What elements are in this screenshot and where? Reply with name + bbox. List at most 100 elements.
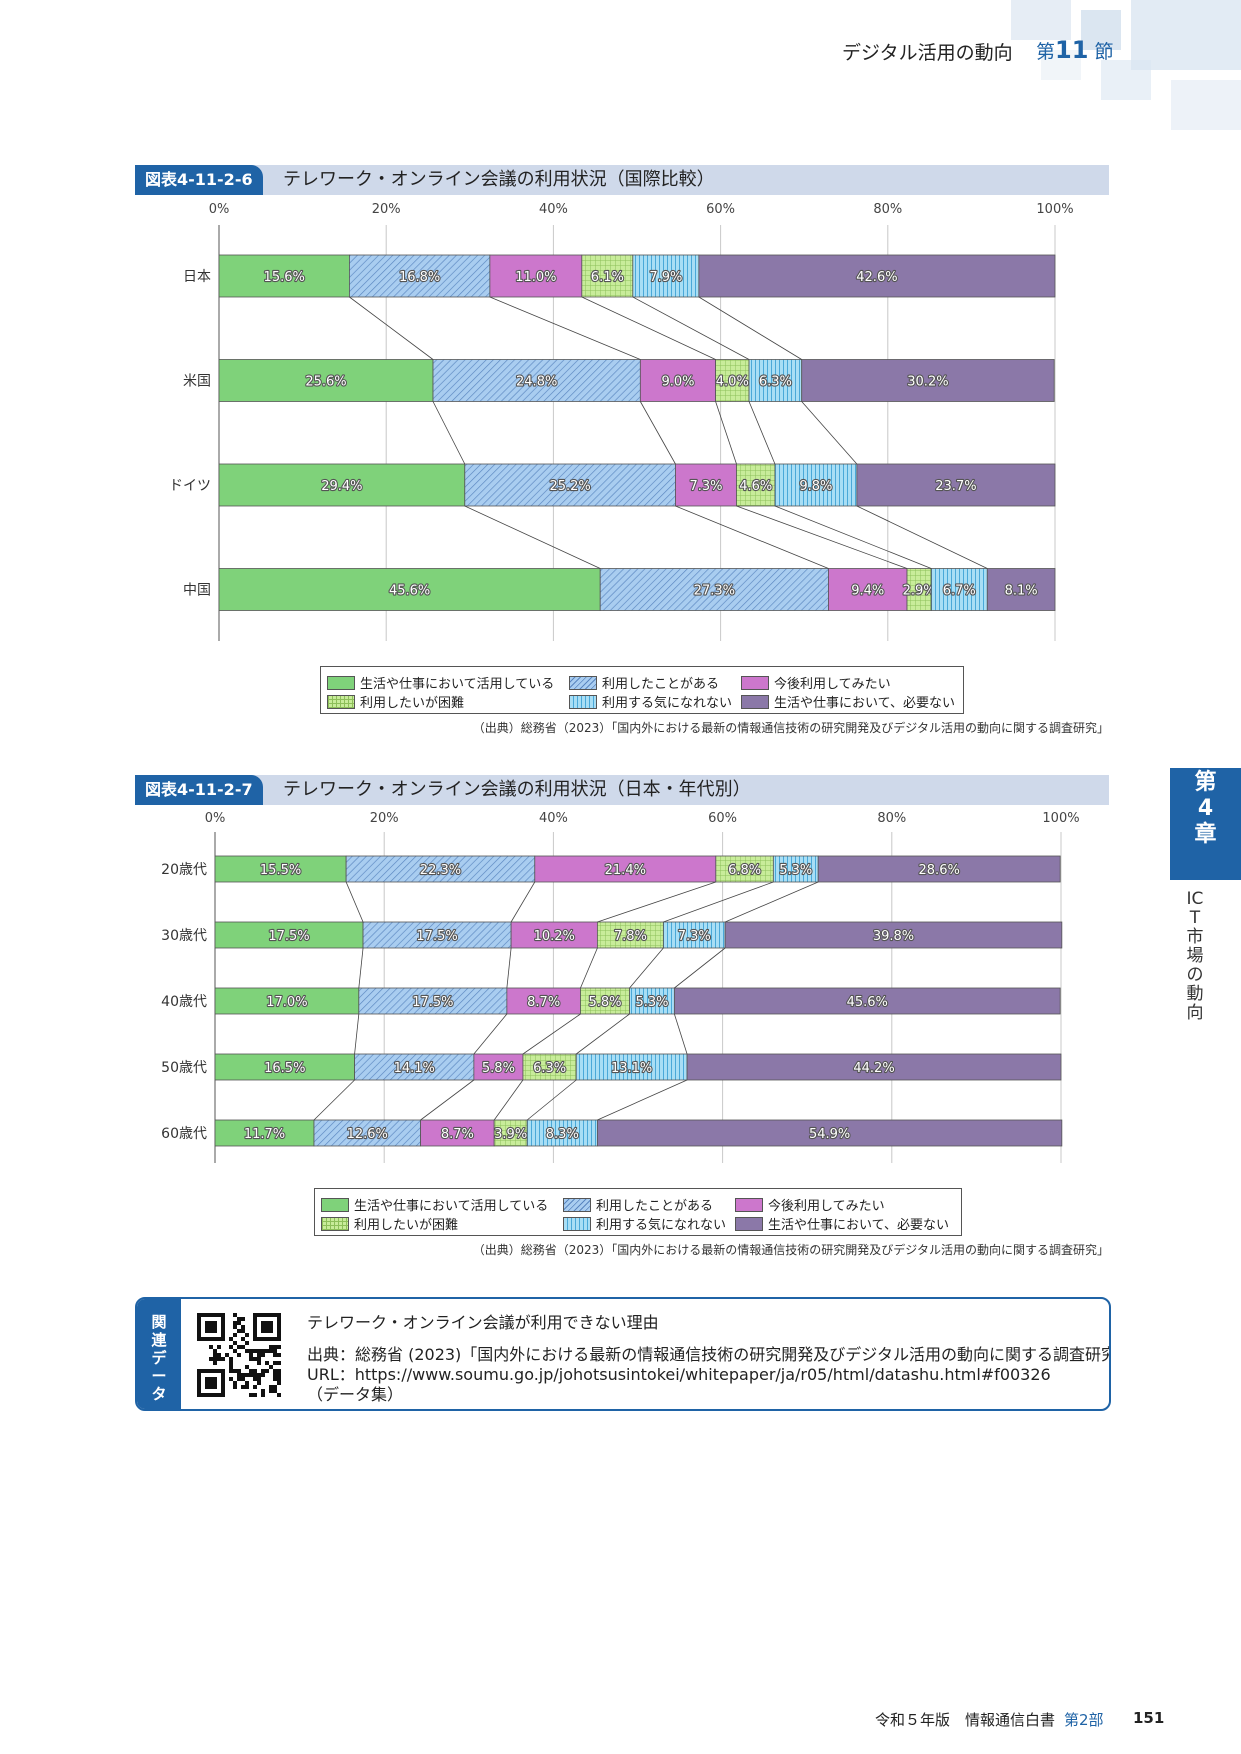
bar-segment [724, 921, 1063, 949]
footer-page: 151 [1133, 1709, 1165, 1727]
data-label: 3.9% [494, 1127, 527, 1142]
data-label: 6.1% [591, 270, 624, 285]
category-label: 60歳代 [161, 1126, 207, 1142]
category-label: 40歳代 [161, 994, 207, 1010]
data-label: 28.6% [919, 863, 960, 878]
figure-2-header: 図表4-11-2-7 テレワーク・オンライン会議の利用状況（日本・年代別） [135, 775, 1109, 805]
legend-item-unwilling: 利用する気になれない [563, 1214, 726, 1233]
related-url[interactable]: URL：https://www.soumu.go.jp/johotsusinto… [307, 1365, 1051, 1384]
data-label: 14.1% [394, 1061, 435, 1076]
bar-segment [218, 254, 350, 298]
data-label: 44.2% [853, 1061, 894, 1076]
connector-line [748, 401, 776, 465]
data-label: 5.3% [779, 863, 812, 878]
data-label: 16.8% [399, 270, 440, 285]
chart-1-legend: 生活や仕事において活用している 利用したことがある 今後利用してみたい 利用した… [320, 666, 964, 714]
data-label: 12.6% [347, 1127, 388, 1142]
header-decoration [981, 0, 1241, 140]
related-data-label: 関連データ [137, 1299, 181, 1409]
data-label: 8.1% [1005, 584, 1038, 599]
data-label: 17.5% [412, 995, 453, 1010]
connector-line [715, 401, 737, 465]
data-label: 54.9% [809, 1127, 850, 1142]
legend-item-want: 今後利用してみたい [735, 1195, 885, 1214]
category-label: 日本 [183, 269, 211, 285]
connector-line [345, 881, 364, 923]
bar-segment [510, 921, 598, 949]
x-tick-label: 0% [209, 202, 230, 217]
qr-code-icon[interactable] [197, 1313, 281, 1397]
connector-line [639, 401, 676, 465]
connector-line [675, 505, 829, 569]
connector-line [349, 296, 434, 360]
bar-segment [580, 987, 630, 1015]
x-tick-label: 100% [1042, 811, 1079, 826]
data-label: 17.5% [268, 929, 309, 944]
connector-line [506, 947, 512, 989]
bar-segment [522, 1053, 577, 1081]
connector-line [576, 1013, 630, 1055]
data-label: 4.6% [739, 479, 772, 494]
data-label: 22.3% [420, 863, 461, 878]
bar-segment [473, 1053, 524, 1081]
bar-segment [218, 463, 466, 507]
connector-line [358, 947, 364, 989]
bar-segment [214, 987, 360, 1015]
legend-item-want: 今後利用してみたい [741, 673, 891, 692]
bar-segment [698, 254, 1056, 298]
data-label: 11.7% [244, 1127, 285, 1142]
chapter-tab: 第 4 章 [1170, 768, 1241, 880]
data-label: 9.0% [661, 375, 694, 390]
legend-item-difficult: 利用したいが困難 [327, 692, 464, 711]
connector-line [313, 1079, 355, 1121]
connector-line [673, 1013, 688, 1055]
data-label: 25.6% [305, 375, 346, 390]
bar-segment [313, 1119, 421, 1147]
bar-segment [774, 463, 858, 507]
legend-item-unneeded: 生活や仕事において、必要ない [735, 1214, 949, 1233]
connector-line [632, 296, 750, 360]
bar-segment [801, 359, 1055, 402]
legend-item-unneeded: 生活や仕事において、必要ない [741, 692, 955, 711]
bar-segment [218, 359, 434, 402]
bar-segment [930, 568, 988, 611]
bar-segment [856, 463, 1056, 507]
data-label: 5.8% [482, 1061, 515, 1076]
chart-2-source: （出典）総務省（2023）「国内外における最新の情報通信技術の研究開発及びデジタ… [472, 1243, 1109, 1257]
connector-line [856, 505, 988, 569]
legend-item-used: 利用したことがある [569, 673, 719, 692]
footer-publication: 令和５年版 情報通信白書 [875, 1711, 1056, 1729]
data-label: 15.6% [264, 270, 305, 285]
header-section: 第11 節 [1036, 36, 1114, 64]
x-tick-label: 20% [372, 202, 401, 217]
footer-part: 第2部 [1064, 1711, 1104, 1729]
x-tick-label: 0% [205, 811, 226, 826]
data-label: 8.7% [441, 1127, 474, 1142]
x-tick-label: 40% [539, 811, 568, 826]
data-label: 25.2% [549, 479, 590, 494]
connector-line [580, 947, 598, 989]
x-tick-label: 60% [706, 202, 735, 217]
legend-item-active: 生活や仕事において活用している [321, 1195, 548, 1214]
data-label: 17.5% [416, 929, 457, 944]
data-label: 24.8% [516, 375, 557, 390]
data-label: 2.9% [903, 584, 936, 599]
x-tick-label: 80% [873, 202, 902, 217]
data-label: 5.3% [635, 995, 668, 1010]
connector-line [420, 1079, 475, 1121]
data-label: 16.5% [264, 1061, 305, 1076]
data-label: 6.3% [533, 1061, 566, 1076]
connector-line [581, 296, 716, 360]
connector-line [663, 881, 774, 923]
x-tick-label: 80% [877, 811, 906, 826]
data-label: 27.3% [694, 584, 735, 599]
bar-segment [673, 987, 1061, 1015]
data-label: 45.6% [389, 584, 430, 599]
connector-line [629, 947, 664, 989]
bar-segment [986, 568, 1056, 611]
bar-segment [362, 921, 512, 949]
connector-line [510, 881, 536, 923]
bar-segment [493, 1119, 528, 1147]
chart-japan-age: 0% 20% 40% 60% 80% 100% 15.5% 22.3% 21.4% 6.8% 5.3… [161, 811, 1080, 1163]
category-label: 30歳代 [161, 928, 207, 944]
